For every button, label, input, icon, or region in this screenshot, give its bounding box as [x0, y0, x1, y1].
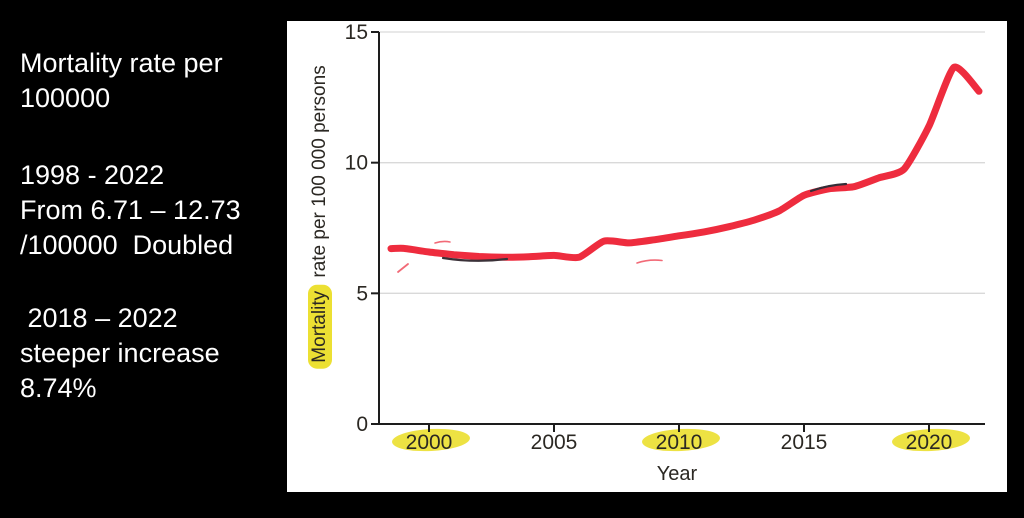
x-tick-label: 2020: [906, 431, 953, 454]
y-tick-label: 15: [345, 21, 368, 44]
x-tick-label: 2005: [531, 431, 578, 454]
highlighter-mark: [892, 428, 970, 452]
pen-artifact-red-stray-2: [434, 240, 451, 244]
pen-artifact-red-stray-3: [636, 259, 663, 264]
note-line: 2018 – 2022: [20, 303, 178, 333]
note-block-recent-trend: 2018 – 2022 steeper increase 8.74%: [20, 301, 286, 406]
note-line: 1998 - 2022: [20, 160, 165, 190]
mortality-trend-line: [387, 63, 983, 262]
y-tick-label: 0: [356, 413, 368, 436]
chart-panel: 0 5 10 15 2000 2005 2010 2015 2020 Year Mortality…: [287, 21, 1007, 492]
y-axis-title: Mortality rate per 100 000 persons: [308, 65, 332, 369]
y-axis-title-rest: rate per 100 000 persons: [309, 65, 330, 283]
pen-artifact-dark-underline-1: [441, 256, 509, 262]
notes-panel: Mortality rate per 100000 1998 - 2022 Fr…: [20, 46, 286, 406]
note-line: 8.74%: [20, 373, 97, 403]
note-block-overall-trend: 1998 - 2022 From 6.71 – 12.73 /100000 Do…: [20, 158, 286, 263]
pen-artifacts: [397, 182, 848, 273]
note-block-title: Mortality rate per 100000: [20, 46, 286, 116]
note-line: steeper increase: [20, 338, 220, 368]
x-tick-label: 2015: [781, 431, 828, 454]
mortality-line-chart: 0 5 10 15 2000 2005 2010 2015 2020 Year: [345, 21, 985, 485]
pen-artifact-red-stray-1: [397, 263, 409, 273]
y-axis-title-highlighted-word: Mortality: [308, 284, 332, 369]
y-tick-label: 5: [356, 282, 368, 305]
note-line: From 6.71 – 12.73: [20, 195, 241, 225]
x-tick-label: 2000: [406, 431, 453, 454]
pen-artifact-dark-underline-2: [809, 182, 848, 193]
y-tick-label: 10: [345, 152, 368, 175]
highlighter-mark: [392, 428, 470, 452]
note-line: Mortality rate per: [20, 48, 223, 78]
x-tick-label: 2010: [656, 431, 703, 454]
highlighter-mark: [642, 428, 720, 452]
note-line: /100000 Doubled: [20, 230, 234, 260]
x-axis-title: Year: [657, 463, 698, 485]
note-line: 100000: [20, 83, 111, 113]
